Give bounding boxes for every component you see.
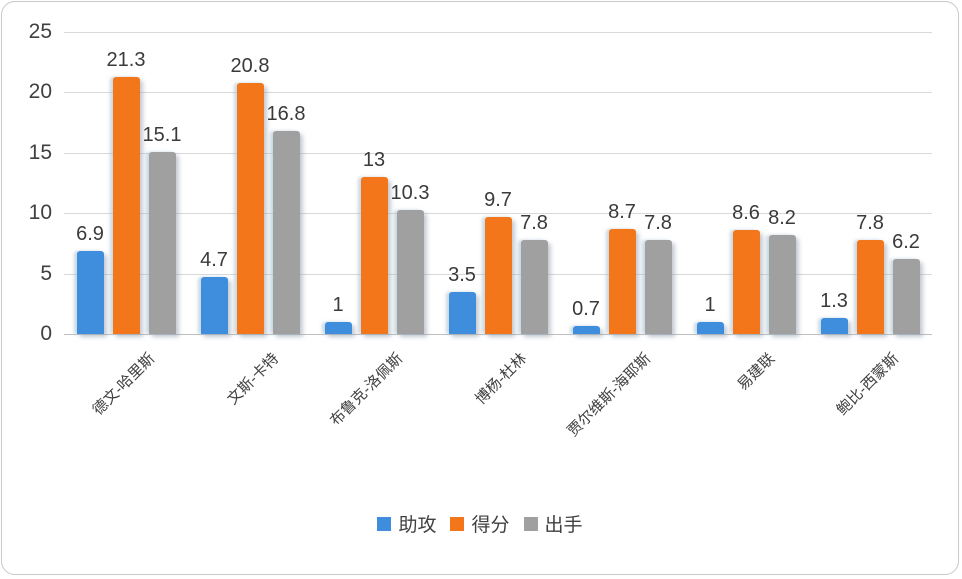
y-axis-tick-label: 0 — [40, 322, 52, 345]
bar-出手-4 — [520, 239, 548, 334]
legend-label: 助攻 — [398, 515, 437, 536]
bar-value-label: 7.8 — [644, 211, 672, 234]
bar-value-label: 6.2 — [892, 231, 920, 254]
bar-得分-6 — [732, 230, 760, 334]
bar-出手-1 — [148, 151, 176, 334]
bar-value-label: 8.2 — [768, 206, 796, 229]
category-label: 贾尔维斯-海耶斯 — [564, 350, 655, 440]
bar-value-label: 0.7 — [572, 297, 600, 320]
bar-value-label: 9.7 — [484, 188, 512, 211]
bar-value-label: 10.3 — [390, 181, 430, 204]
y-axis-tick-label: 10 — [28, 201, 52, 225]
bar-出手-2 — [272, 131, 300, 334]
legend-item-出手: 出手 — [523, 510, 583, 537]
category-label: 布鲁克-洛佩斯 — [326, 350, 407, 430]
bar-助攻-7 — [820, 318, 848, 334]
category-label: 博杨-杜林 — [472, 350, 531, 409]
y-axis-tick-label: 25 — [28, 20, 52, 43]
bar-value-label: 1 — [332, 293, 344, 316]
legend-item-助攻: 助攻 — [377, 510, 436, 537]
bar-出手-3 — [396, 209, 424, 334]
bar-出手-5 — [644, 239, 672, 334]
category-label: 文斯-卡特 — [224, 350, 283, 409]
bar-value-label: 8.7 — [608, 200, 636, 223]
bar-value-label: 7.8 — [856, 211, 884, 234]
gridline — [64, 152, 932, 154]
bar-value-label: 3.5 — [448, 263, 476, 286]
gridline — [64, 32, 932, 33]
bar-value-label: 7.8 — [520, 211, 548, 234]
legend-item-得分: 得分 — [450, 510, 510, 537]
bar-得分-3 — [360, 176, 388, 334]
bar-助攻-5 — [572, 325, 600, 334]
y-axis-tick-label: 20 — [28, 80, 52, 104]
bar-得分-1 — [112, 76, 140, 334]
bar-value-label: 1 — [704, 293, 716, 316]
legend-swatch-icon — [450, 516, 465, 531]
legend-label: 得分 — [471, 515, 510, 536]
gridline — [64, 92, 932, 94]
gridline — [64, 334, 932, 335]
y-axis-tick-label: 15 — [28, 140, 52, 164]
bar-出手-7 — [892, 259, 920, 334]
bar-value-label: 1.3 — [820, 290, 848, 313]
bar-value-label: 21.3 — [106, 48, 146, 71]
y-axis-tick-label: 5 — [40, 261, 52, 285]
legend-swatch-icon — [377, 516, 392, 531]
bar-助攻-2 — [200, 277, 228, 334]
bar-value-label: 16.8 — [266, 103, 306, 126]
bar-value-label: 13 — [362, 148, 386, 171]
bar-value-label: 4.7 — [200, 249, 228, 272]
bar-得分-7 — [856, 239, 884, 334]
legend-swatch-icon — [523, 516, 538, 531]
bar-value-label: 20.8 — [230, 54, 270, 77]
bar-value-label: 8.6 — [732, 202, 760, 225]
bar-得分-4 — [484, 216, 512, 334]
bar-助攻-1 — [76, 250, 104, 334]
bar-助攻-4 — [448, 291, 476, 334]
bar-得分-5 — [608, 228, 636, 334]
category-label: 鲍比-西蒙斯 — [833, 350, 903, 419]
legend-label: 出手 — [544, 515, 583, 536]
bar-得分-2 — [236, 82, 264, 334]
bar-出手-6 — [768, 234, 796, 334]
category-label: 德文-哈里斯 — [89, 350, 159, 419]
chart-legend: 助攻 得分 出手 — [2, 510, 958, 537]
category-label: 易建联 — [734, 350, 779, 394]
bar-value-label: 6.9 — [76, 222, 104, 245]
gridline — [64, 213, 932, 215]
bar-助攻-3 — [324, 321, 352, 334]
bar-助攻-6 — [696, 321, 724, 334]
bar-value-label: 15.1 — [142, 123, 182, 146]
